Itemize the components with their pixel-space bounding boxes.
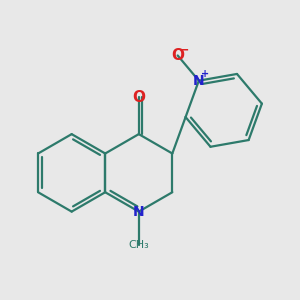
Text: N: N: [193, 74, 205, 88]
Text: O: O: [171, 48, 184, 63]
Text: O: O: [132, 90, 145, 105]
Text: +: +: [201, 69, 209, 79]
Text: CH₃: CH₃: [128, 239, 149, 250]
Text: N: N: [133, 205, 145, 219]
Text: −: −: [179, 44, 189, 57]
